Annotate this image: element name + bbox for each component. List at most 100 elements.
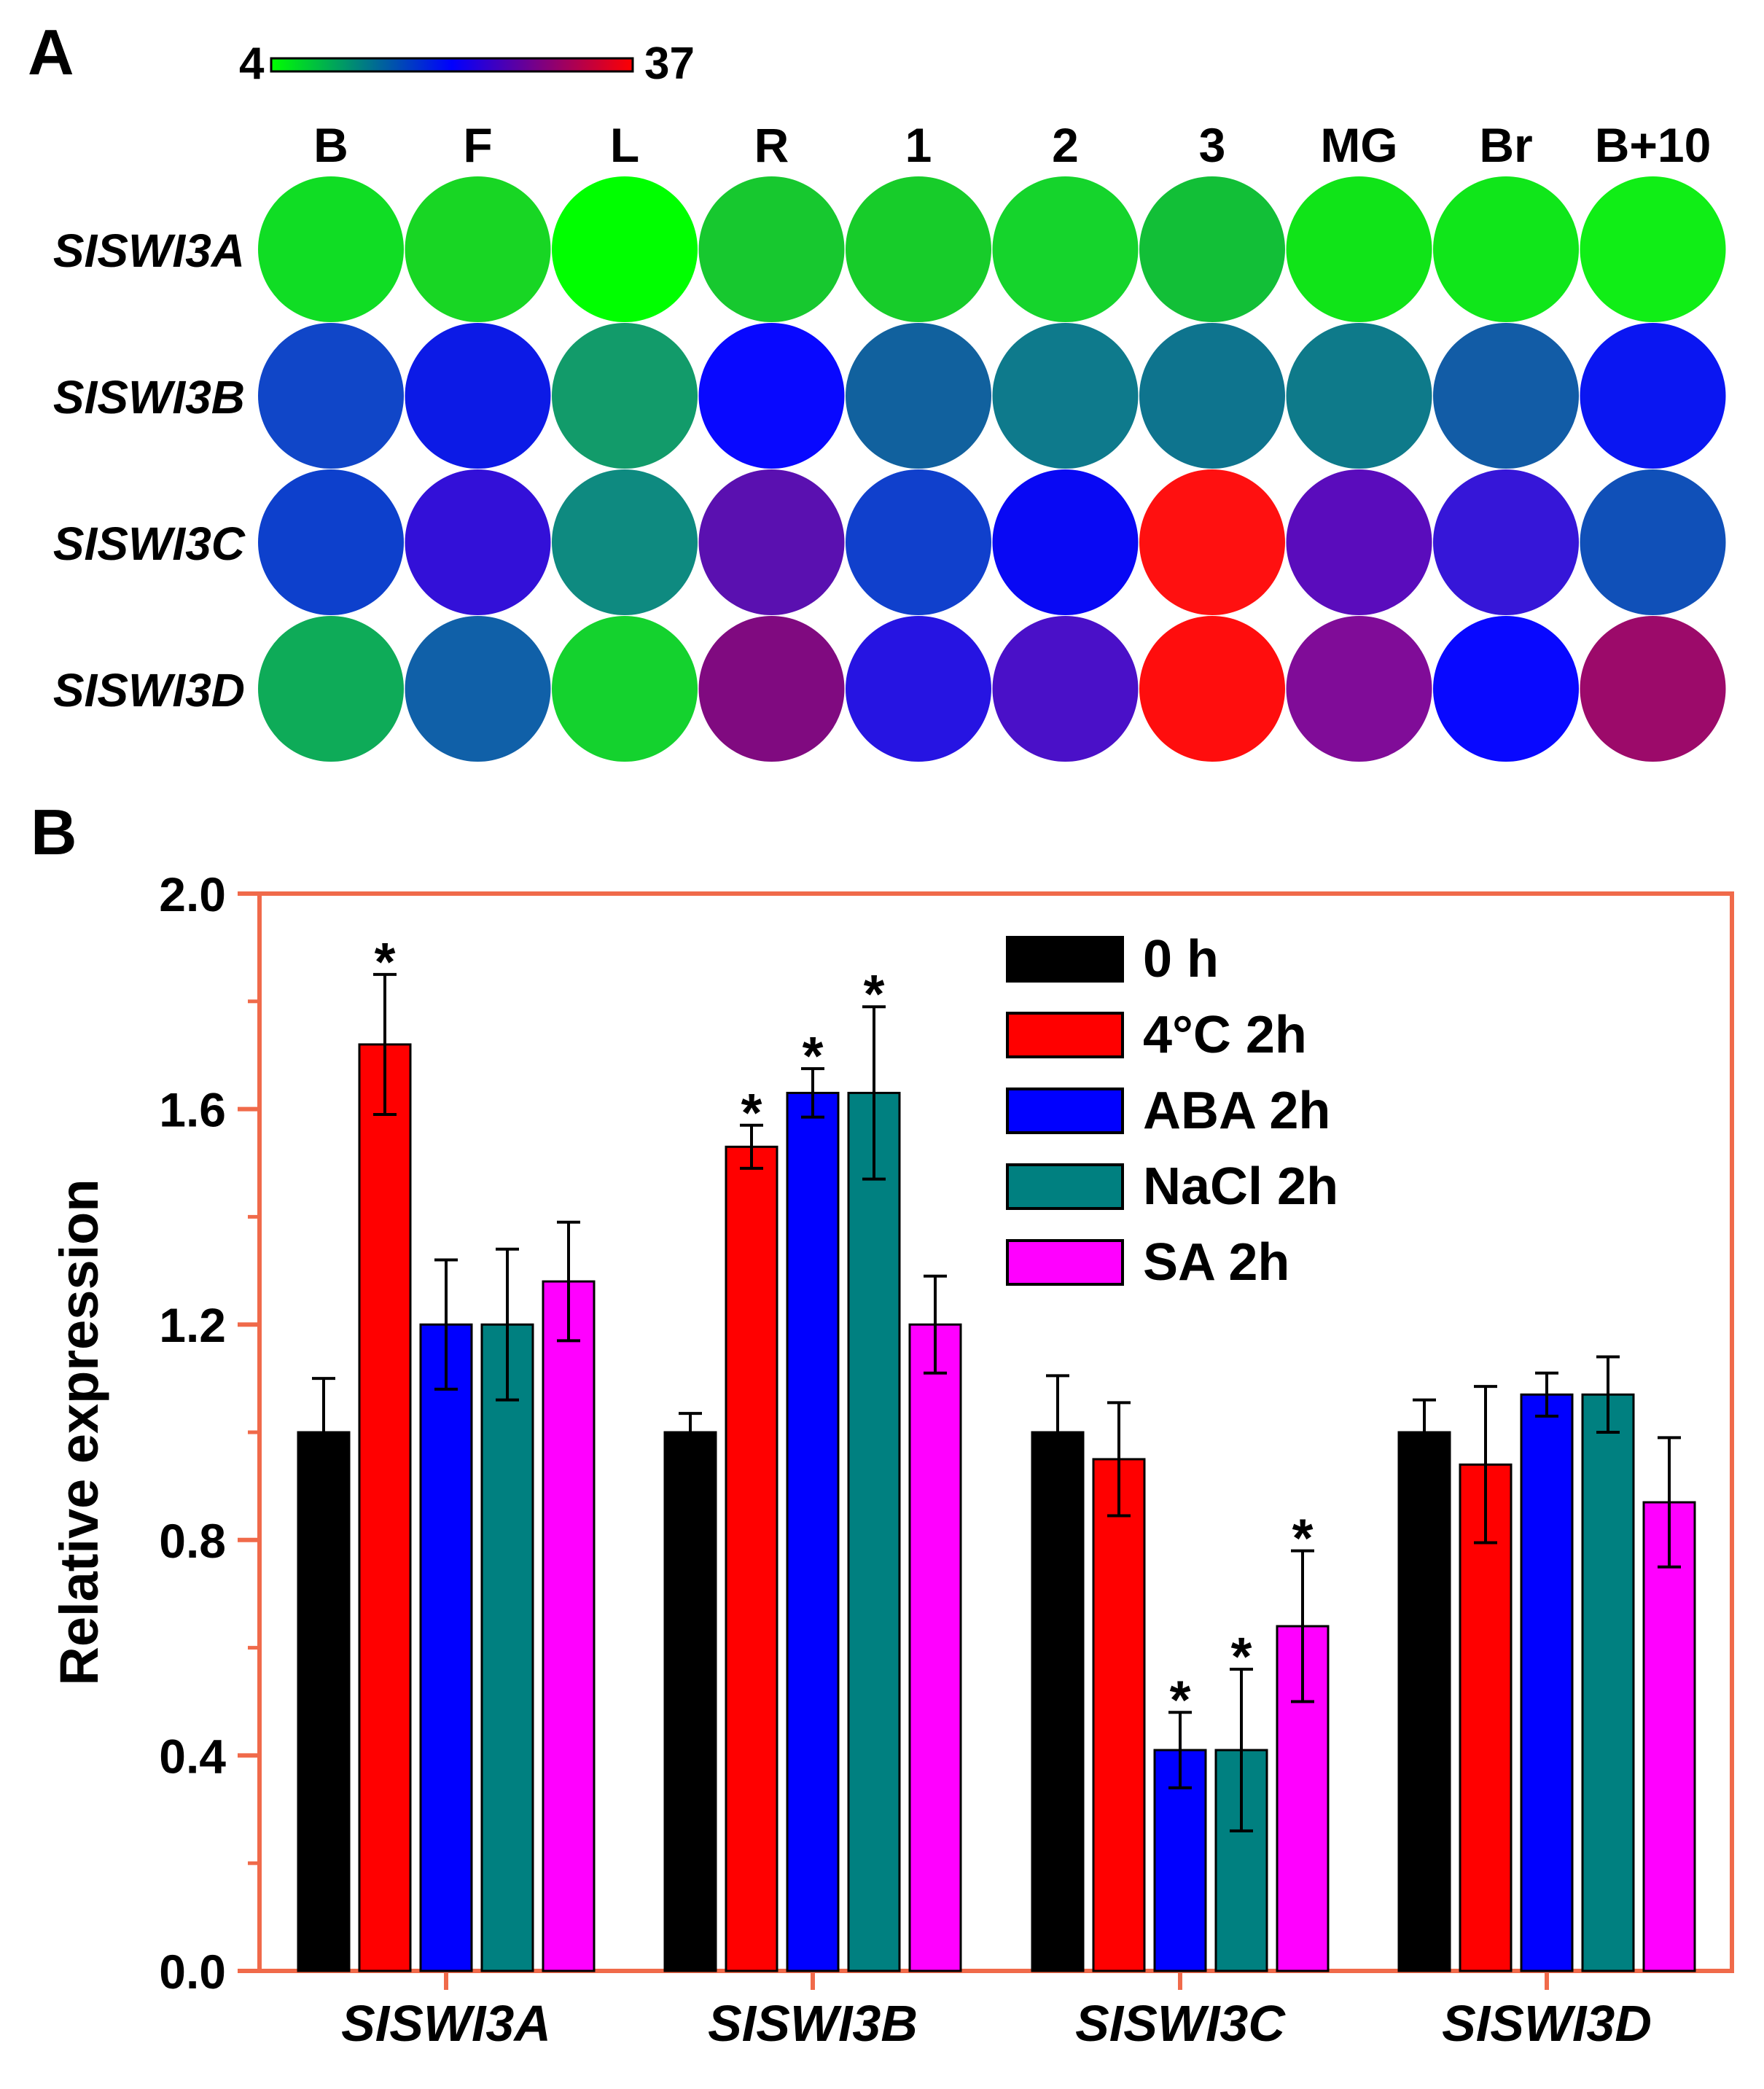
- error-bars: [312, 972, 1681, 1832]
- heatmap-cell: [258, 176, 404, 322]
- x-axis: SISWI3A SISWI3B SISWI3C SISWI3D: [341, 1971, 1652, 2052]
- heatmap-column-label: B+10: [1595, 118, 1712, 172]
- legend-label: 0 h: [1143, 930, 1219, 988]
- panel-b-label: B: [31, 796, 77, 868]
- y-tick-label: 2.0: [159, 867, 226, 921]
- heatmap-column-label: MG: [1320, 118, 1397, 172]
- x-tick-label: SISWI3C: [1075, 1995, 1286, 2052]
- x-tick-label: SISWI3A: [341, 1995, 551, 2052]
- heatmap-cell: [1580, 176, 1726, 322]
- heatmap-cell: [846, 616, 991, 762]
- legend-swatch: [1006, 1239, 1124, 1286]
- y-tick-label: 0.8: [159, 1514, 226, 1568]
- heatmap-cell: [1433, 469, 1579, 615]
- bar: [908, 1323, 962, 1972]
- legend-label: 4°C 2h: [1143, 1006, 1307, 1064]
- heatmap-cell: [846, 323, 991, 469]
- bar: [358, 1043, 412, 1972]
- heatmap-row-label: SISWI3C: [53, 518, 246, 570]
- heatmap-column-label: 2: [1052, 118, 1079, 172]
- bar-marks: [297, 1043, 1696, 1972]
- heatmap-cell: [698, 176, 845, 322]
- significance-star: *: [1292, 1508, 1314, 1569]
- heatmap-cell: [552, 176, 698, 322]
- heatmap-cell: [698, 616, 845, 762]
- heatmap-cell: [1286, 176, 1432, 322]
- bar: [847, 1091, 901, 1972]
- heatmap-cell: [992, 323, 1139, 469]
- heatmap-cell: [1286, 616, 1432, 762]
- legend-swatch: [1006, 1088, 1124, 1134]
- heatmap-cell: [1286, 323, 1432, 469]
- significance-star: *: [864, 964, 885, 1024]
- heatmap-cell: [992, 616, 1139, 762]
- heatmap-cell: [405, 616, 551, 762]
- heatmap-cell: [405, 323, 551, 469]
- heatmap-cell: [1433, 176, 1579, 322]
- heatmap-cell: [258, 616, 404, 762]
- heatmap-cell: [1139, 469, 1285, 615]
- heatmap-cell: [1286, 469, 1432, 615]
- y-tick-label: 0.4: [159, 1729, 226, 1783]
- y-axis-title: Relative expression: [49, 1179, 109, 1685]
- heatmap-cell: [1433, 616, 1579, 762]
- heatmap-cell: [258, 469, 404, 615]
- bar: [1642, 1501, 1696, 1972]
- bar: [297, 1431, 351, 1972]
- heatmap-column-label: L: [610, 118, 639, 172]
- y-tick-label: 0.0: [159, 1945, 226, 1999]
- heatmap-cell: [552, 323, 698, 469]
- bar: [1397, 1431, 1451, 1972]
- heatmap-cell: [1580, 469, 1726, 615]
- heatmap-cell: [1433, 323, 1579, 469]
- heatmap-cell: [1580, 323, 1726, 469]
- significance-star: *: [375, 932, 396, 992]
- heatmap-column-labels: B F L R 1 2 3 MG Br B+10: [313, 118, 1711, 172]
- bar-chart: 0.0 0.4 0.8 1.2 1.6 2.0 SISWI3A SISWI3B SISWI3C…: [49, 867, 1734, 2052]
- significance-markers: * * * * * * *: [375, 932, 1314, 1730]
- legend-label: SA 2h: [1143, 1233, 1289, 1292]
- bar: [419, 1323, 473, 1972]
- y-tick-label: 1.2: [159, 1298, 226, 1352]
- color-scale-min-label: 4: [239, 39, 265, 89]
- bar: [1581, 1393, 1635, 1972]
- heatmap-cell: [992, 176, 1139, 322]
- bar: [786, 1091, 840, 1972]
- significance-star: *: [1170, 1669, 1191, 1730]
- heatmap-column-label: F: [463, 118, 492, 172]
- legend-label: ABA 2h: [1143, 1082, 1330, 1140]
- heatmap-cells: [258, 176, 1726, 762]
- bar: [1520, 1393, 1574, 1972]
- bar: [725, 1145, 778, 1972]
- heatmap-cell: [846, 176, 991, 322]
- heatmap-cell: [1139, 323, 1285, 469]
- heatmap-cell: [552, 616, 698, 762]
- significance-star: *: [1231, 1626, 1252, 1687]
- bar: [1031, 1431, 1085, 1972]
- heatmap-cell: [992, 469, 1139, 615]
- significance-star: *: [741, 1082, 762, 1143]
- bar: [1459, 1463, 1513, 1972]
- heatmap-cell: [1139, 616, 1285, 762]
- heatmap-cell: [405, 469, 551, 615]
- heatmap-column-label: 1: [905, 118, 932, 172]
- heatmap-cell: [1139, 176, 1285, 322]
- bar: [663, 1431, 717, 1972]
- heatmap-cell: [698, 469, 845, 615]
- heatmap-cell: [552, 469, 698, 615]
- heatmap-row-label: SISWI3B: [53, 371, 245, 423]
- x-tick-label: SISWI3D: [1442, 1995, 1652, 2052]
- heatmap-row-label: SISWI3D: [53, 664, 245, 716]
- y-tick-label: 1.6: [159, 1083, 226, 1137]
- legend-label: NaCl 2h: [1143, 1157, 1338, 1216]
- heatmap-cell: [698, 323, 845, 469]
- color-scale-bar: [270, 57, 634, 73]
- heatmap-column-label: B: [313, 118, 348, 172]
- panel-a-label: A: [28, 16, 74, 88]
- x-tick-label: SISWI3B: [708, 1995, 918, 2052]
- bar: [1092, 1458, 1146, 1972]
- bar: [480, 1323, 534, 1972]
- heatmap-cell: [405, 176, 551, 322]
- heatmap-cell: [846, 469, 991, 615]
